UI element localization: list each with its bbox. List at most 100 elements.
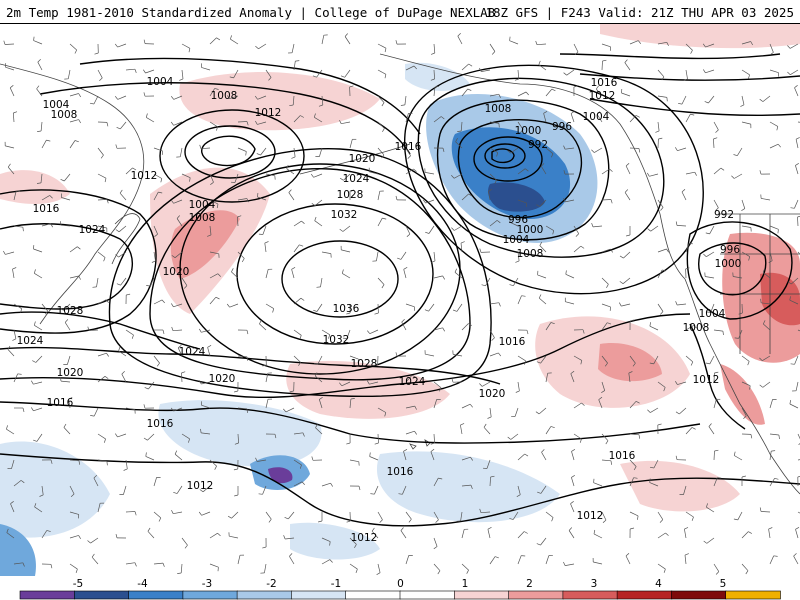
- wind-barb: [61, 197, 71, 201]
- wind-barb: [769, 251, 773, 261]
- wind-barb: [545, 426, 552, 435]
- wind-barb-flag: [115, 254, 119, 258]
- wind-barb: [349, 355, 359, 360]
- wind-barb-flag: [610, 460, 612, 465]
- wind-barb: [541, 452, 547, 461]
- wind-barb-flag: [329, 541, 331, 546]
- wind-barb-flag: [759, 170, 762, 175]
- wind-barb: [487, 529, 491, 539]
- wind-barb-flag: [509, 518, 514, 520]
- wind-barb-flag: [78, 535, 81, 539]
- wind-barb: [741, 95, 745, 105]
- wind-barb-flag: [144, 387, 149, 390]
- wind-barb: [229, 95, 239, 100]
- wind-barb: [628, 373, 631, 383]
- isobar-label: 1008: [517, 248, 544, 260]
- wind-barb-flag: [487, 526, 492, 530]
- wind-barb: [405, 555, 410, 565]
- wind-barb: [629, 355, 636, 364]
- wind-barb-flag: [33, 269, 36, 274]
- wind-barb: [793, 555, 799, 565]
- wind-barb-flag: [442, 148, 445, 152]
- wind-barb-flag: [264, 241, 269, 244]
- wind-barb: [33, 40, 43, 45]
- wind-barb-flag: [143, 69, 146, 74]
- isobar-contours: [0, 53, 800, 527]
- wind-barb: [153, 562, 164, 565]
- wind-barb: [681, 191, 687, 201]
- wind-barb-flag: [395, 352, 398, 357]
- wind-barb: [539, 199, 547, 207]
- wind-barb-flag: [774, 477, 779, 480]
- isobar-label: 1012: [693, 374, 720, 386]
- wind-barb: [706, 537, 715, 544]
- wind-barb: [461, 484, 472, 487]
- wind-barb: [769, 143, 779, 149]
- wind-barb-flag: [535, 40, 538, 45]
- wind-barb: [677, 147, 687, 152]
- colorbar-tick: -4: [137, 578, 148, 590]
- wind-barb: [489, 147, 498, 153]
- wind-barb-flag: [705, 362, 710, 365]
- wind-barb-flag: [20, 480, 25, 484]
- wind-barb-flag: [467, 88, 472, 91]
- wind-barb-flag: [551, 517, 554, 522]
- wind-barb-flag: [381, 102, 385, 107]
- wind-barb-flag: [2, 250, 6, 255]
- wind-barb: [125, 511, 136, 513]
- wind-barb: [262, 225, 267, 235]
- isobar-label: 1020: [479, 388, 506, 400]
- wind-barb-flag: [509, 284, 514, 287]
- wind-barb: [685, 171, 695, 175]
- wind-barb: [209, 563, 219, 568]
- wind-barb: [229, 303, 239, 308]
- wind-barb: [369, 171, 379, 175]
- wind-barb: [405, 405, 415, 409]
- wind-barb-flag: [684, 527, 689, 530]
- wind-barb-flag: [524, 168, 529, 172]
- wind-barb: [97, 147, 104, 156]
- wind-barb: [377, 511, 383, 520]
- wind-barb-flag: [748, 256, 751, 261]
- wind-barb: [738, 329, 743, 339]
- wind-barb-flag: [407, 155, 411, 159]
- wind-barb: [258, 43, 267, 50]
- wind-barb: [173, 407, 183, 412]
- wind-barb-flag: [705, 232, 710, 235]
- wind-barb-flag: [313, 362, 318, 365]
- wind-barb-flag: [143, 437, 148, 441]
- wind-barb-flag: [400, 527, 404, 531]
- wind-barb: [209, 532, 218, 539]
- wind-barb-flag: [681, 189, 686, 193]
- wind-barb: [433, 251, 436, 261]
- wind-barb-flag: [740, 104, 745, 107]
- wind-barb: [293, 61, 296, 71]
- wind-barb-flag: [777, 143, 781, 148]
- wind-barb-flag: [797, 215, 800, 218]
- west-low-contour-2: [184, 125, 276, 179]
- wind-barb: [201, 511, 211, 516]
- wind-barb-flag: [161, 299, 165, 304]
- wind-barb: [713, 329, 723, 332]
- wind-barb-flag: [272, 308, 275, 313]
- wind-barb: [763, 323, 771, 331]
- wind-barb-flag: [231, 268, 234, 273]
- wind-barb-flag: [457, 130, 462, 132]
- wind-barb: [257, 196, 267, 201]
- wind-barb: [405, 168, 414, 175]
- wind-barb-flag: [60, 178, 65, 182]
- wind-barb-flag: [457, 33, 461, 37]
- wind-barb: [346, 329, 351, 339]
- wind-barb-flag: [675, 221, 678, 226]
- wind-barb-flag: [734, 337, 739, 339]
- wind-barb-flag: [460, 241, 465, 244]
- wind-barb-flag: [301, 220, 305, 224]
- colorbar-swatch: [236, 590, 293, 600]
- wind-barb: [684, 529, 687, 539]
- wind-barb-flag: [678, 102, 683, 105]
- low-contour-5: [436, 99, 610, 241]
- wind-barb: [369, 329, 379, 335]
- wind-barb-flag: [690, 50, 693, 54]
- wind-barb-flag: [604, 362, 608, 367]
- wind-barb: [237, 251, 245, 259]
